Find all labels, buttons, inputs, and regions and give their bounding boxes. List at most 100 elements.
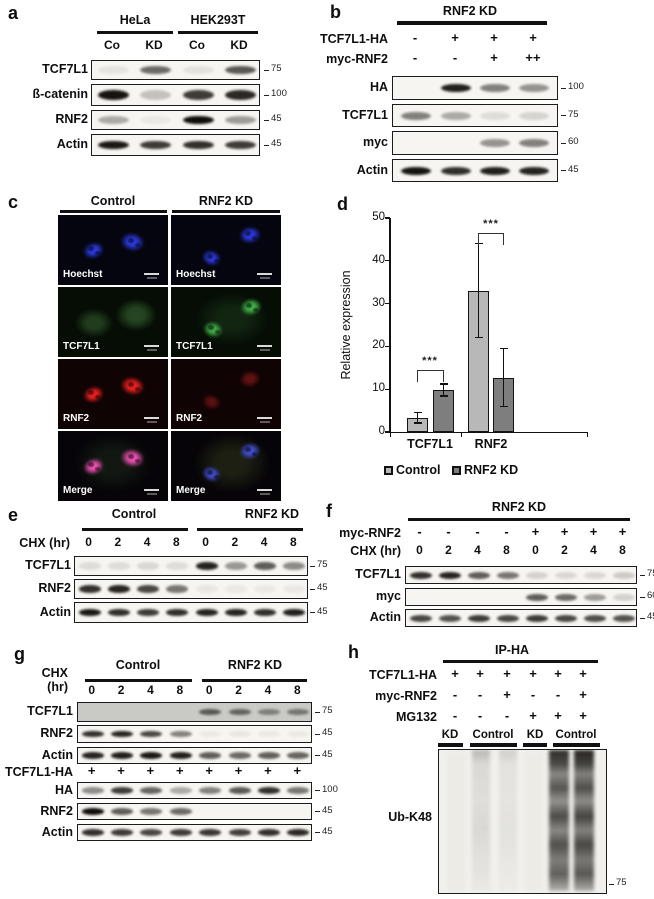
band bbox=[169, 829, 192, 836]
band bbox=[441, 111, 471, 120]
lane-label: KD bbox=[145, 38, 163, 52]
condition-sign: - bbox=[452, 50, 458, 65]
marker-label: 45 bbox=[322, 804, 333, 816]
band bbox=[81, 808, 104, 815]
band bbox=[228, 752, 251, 759]
scale-bar-caption bbox=[260, 277, 270, 279]
band bbox=[195, 585, 218, 593]
lane-label: 0 bbox=[416, 543, 423, 557]
band bbox=[182, 66, 214, 74]
band bbox=[137, 585, 160, 593]
band bbox=[228, 708, 251, 716]
sample-group-label: KD bbox=[526, 729, 544, 741]
condition-label: TCF7L1-HA bbox=[368, 668, 437, 682]
panel-g-blot-tcf7l1 bbox=[77, 702, 312, 722]
panel-g-blot-rnf2 bbox=[77, 725, 312, 743]
band bbox=[612, 571, 635, 579]
band bbox=[97, 141, 129, 149]
panel-g-blot-ha bbox=[77, 782, 312, 799]
condition-label: myc-RNF2 bbox=[326, 52, 388, 66]
panel-g-blot-rnf2 bbox=[77, 803, 312, 820]
x-axis-tick bbox=[461, 432, 463, 437]
band bbox=[287, 708, 310, 716]
x-axis-tick bbox=[587, 432, 589, 437]
band bbox=[107, 608, 130, 617]
group-header-underline bbox=[97, 31, 173, 34]
marker-tick bbox=[561, 170, 566, 172]
marker-tick bbox=[315, 790, 320, 792]
band bbox=[228, 730, 251, 738]
error-bar-cap bbox=[499, 406, 508, 408]
error-bar bbox=[416, 412, 419, 423]
panel-e-blot-tcf7l1 bbox=[74, 556, 308, 576]
band bbox=[554, 593, 577, 601]
band bbox=[166, 585, 189, 593]
lane-label: 0 bbox=[202, 535, 209, 549]
band bbox=[224, 608, 247, 617]
lane-label: 8 bbox=[503, 543, 510, 557]
panel-b-label: b bbox=[330, 2, 341, 22]
if-channel-label: TCF7L1 bbox=[176, 341, 213, 352]
condition-sign: + bbox=[146, 763, 155, 778]
band bbox=[169, 808, 192, 815]
group-header-underline bbox=[60, 210, 167, 213]
nucleolus bbox=[95, 467, 101, 471]
blot-row-label: TCF7L1 bbox=[25, 558, 71, 572]
scale-bar-caption bbox=[260, 421, 270, 423]
band bbox=[199, 730, 222, 738]
condition-sign: + bbox=[554, 708, 562, 723]
band bbox=[139, 66, 171, 74]
condition-sign: + bbox=[490, 50, 498, 65]
cell bbox=[69, 304, 120, 343]
error-bar-cap bbox=[474, 337, 483, 339]
band bbox=[409, 614, 432, 622]
lane-label: 0 bbox=[88, 683, 96, 697]
marker-tick bbox=[315, 832, 320, 834]
error-bar-cap bbox=[413, 412, 422, 414]
band bbox=[199, 829, 222, 836]
panel-a-blot-ß-catenin bbox=[91, 84, 260, 106]
scale-bar bbox=[257, 417, 272, 419]
band bbox=[169, 752, 192, 759]
marker-tick bbox=[264, 119, 269, 121]
band bbox=[111, 752, 134, 759]
if-channel-label: TCF7L1 bbox=[63, 341, 100, 352]
marker-label: 75 bbox=[568, 108, 579, 120]
y-tick-label: 30 bbox=[372, 296, 385, 309]
band bbox=[441, 166, 471, 175]
condition-sign: + bbox=[87, 763, 96, 778]
panel-b-blot-myc bbox=[392, 131, 558, 155]
band bbox=[195, 608, 218, 617]
error-bar bbox=[477, 243, 480, 338]
condition-sign: + bbox=[490, 30, 498, 45]
band bbox=[519, 139, 549, 147]
lane-label: 4 bbox=[264, 683, 272, 697]
marker-tick bbox=[609, 884, 614, 886]
band bbox=[525, 593, 548, 601]
lane-label: 8 bbox=[293, 683, 301, 697]
blot-row-label: ß-catenin bbox=[32, 87, 88, 101]
group-header: RNF2 KD bbox=[198, 194, 254, 208]
blot-row-label: HA bbox=[54, 782, 73, 797]
nucleolus bbox=[95, 395, 101, 399]
treatment-label: CHX (hr) bbox=[350, 544, 401, 558]
band bbox=[224, 90, 256, 100]
significance-bracket bbox=[442, 370, 444, 382]
condition-sign: - bbox=[412, 30, 418, 45]
band bbox=[182, 90, 214, 100]
group-header: RNF2 KD bbox=[244, 507, 300, 521]
panel-b-blot-actin bbox=[392, 159, 558, 182]
band bbox=[140, 808, 163, 815]
band bbox=[287, 787, 310, 794]
band bbox=[139, 141, 171, 149]
legend-label: RNF2 KD bbox=[464, 463, 519, 477]
lane-label: 4 bbox=[260, 535, 268, 549]
lane-label: 4 bbox=[590, 543, 597, 557]
panel-a-blot-tcf7l1 bbox=[91, 60, 260, 80]
nucleolus bbox=[213, 475, 219, 480]
band bbox=[409, 571, 432, 579]
marker-tick bbox=[315, 811, 320, 813]
